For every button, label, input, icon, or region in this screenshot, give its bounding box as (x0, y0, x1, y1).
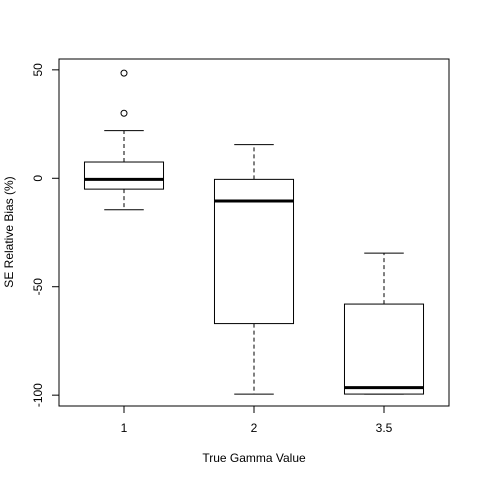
x-tick-label-2: 3.5 (376, 421, 393, 435)
box-group-0 (83, 69, 165, 211)
y-tick-label-0: -100 (31, 383, 45, 407)
y-axis-label: SE Relative Bias (%) (2, 176, 16, 287)
y-axis: -100 -50 0 50 (31, 63, 60, 407)
box-group-2 (343, 252, 425, 395)
x-axis-label: True Gamma Value (202, 451, 306, 465)
outlier-0-1 (120, 69, 128, 77)
y-tick-label-2: 0 (31, 175, 45, 182)
y-tick-label-1: -50 (31, 278, 45, 296)
outlier-0-0 (120, 109, 128, 117)
x-tick-label-1: 2 (251, 421, 258, 435)
box-1 (213, 178, 295, 325)
x-tick-label-0: 1 (121, 421, 128, 435)
x-axis: 1 2 3.5 (121, 405, 393, 435)
box-0 (83, 161, 165, 190)
box-group-1 (213, 144, 295, 395)
y-tick-label-3: 50 (31, 63, 45, 77)
boxes-layer (83, 69, 425, 395)
box-2 (343, 303, 425, 395)
